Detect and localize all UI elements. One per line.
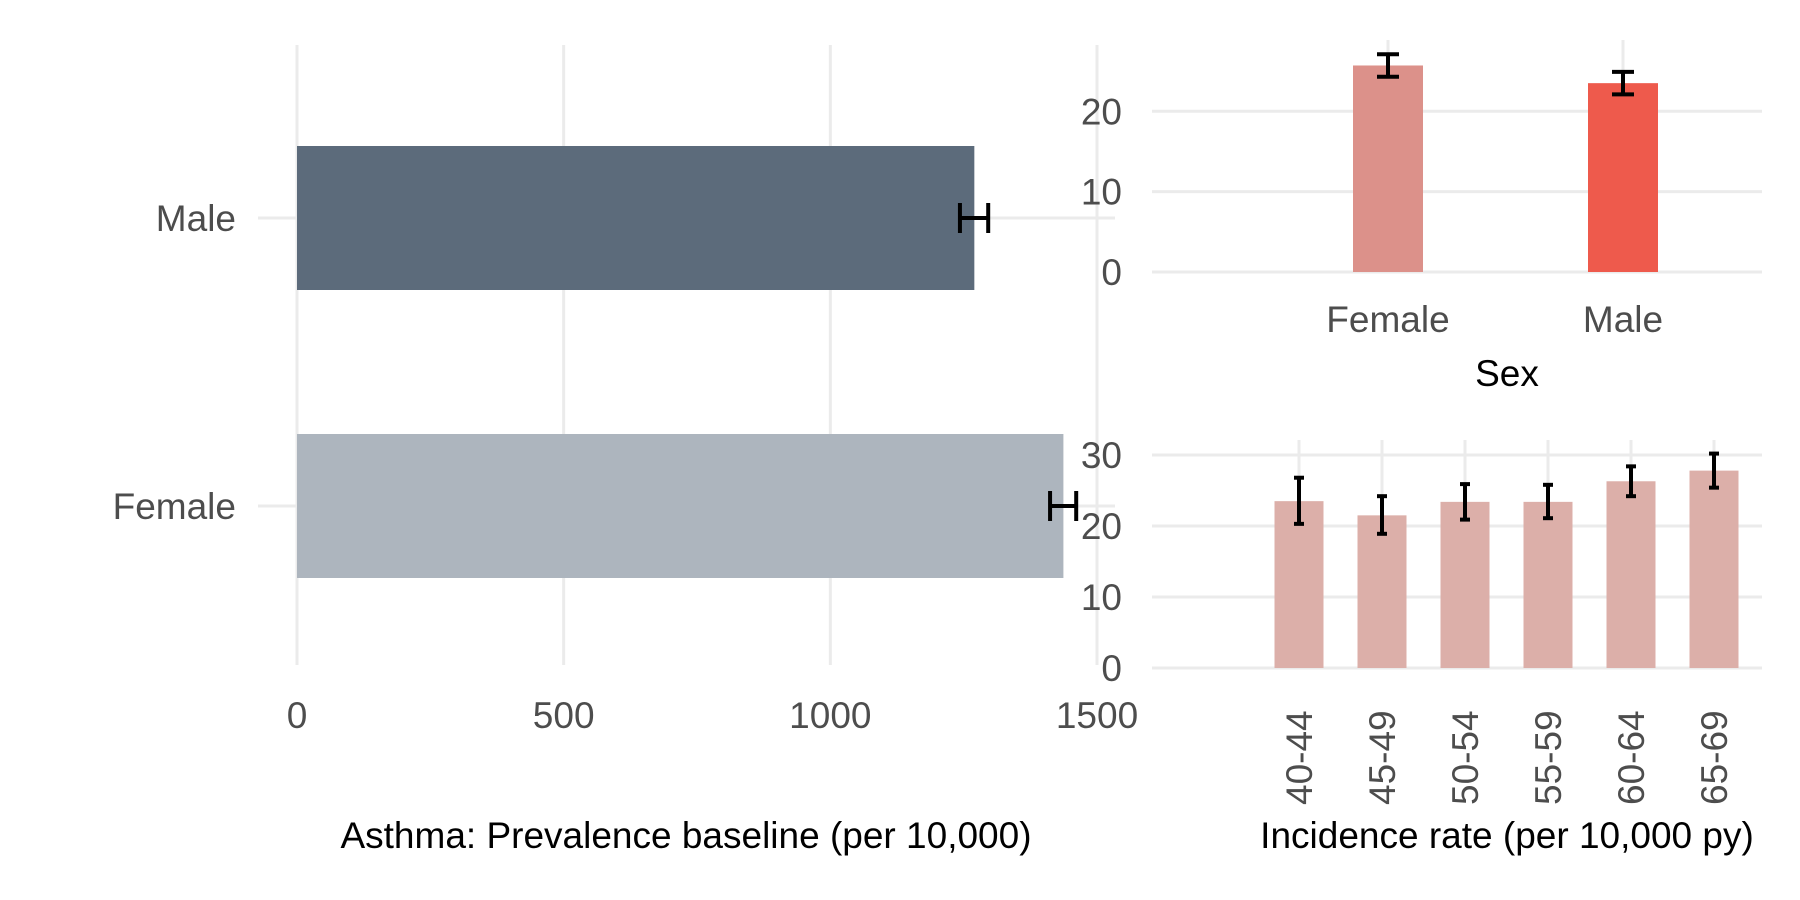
sex-incidence-bars xyxy=(1353,65,1658,273)
prevalence-bars xyxy=(297,146,1064,578)
sex-incidence-panel: 0 10 20 Female Male Sex xyxy=(1081,40,1762,394)
age-incidence-x-axis-title: Incidence rate (per 10,000 py) xyxy=(1260,815,1754,856)
sex-incidence-y-tick-label: 10 xyxy=(1081,172,1122,213)
age-incidence-bar xyxy=(1274,501,1324,668)
age-incidence-bar xyxy=(1357,515,1407,668)
prevalence-x-axis-title: Asthma: Prevalence baseline (per 10,000) xyxy=(340,815,1031,856)
prevalence-x-tick-label: 1000 xyxy=(789,695,871,736)
age-incidence-panel: 0 10 20 30 40-44 45-49 50-54 55-59 60-64 65-69 In… xyxy=(1081,435,1762,856)
age-incidence-bar xyxy=(1440,501,1490,668)
sex-incidence-x-axis-title: Sex xyxy=(1475,353,1539,394)
sex-incidence-x-tick-label: Male xyxy=(1583,299,1663,340)
prevalence-x-tick-label: 500 xyxy=(533,695,595,736)
sex-incidence-x-tick-label: Female xyxy=(1326,299,1449,340)
age-incidence-error-bars xyxy=(1294,451,1719,536)
age-incidence-x-tick-label: 60-64 xyxy=(1611,710,1652,805)
prevalence-x-tick-label: 0 xyxy=(287,695,308,736)
prevalence-error-bars xyxy=(957,203,1079,521)
age-incidence-bar xyxy=(1606,481,1656,668)
sex-incidence-y-tick-label: 0 xyxy=(1101,252,1122,293)
age-incidence-tick-labels: 0 10 20 30 40-44 45-49 50-54 55-59 60-64 65-69 xyxy=(1081,435,1735,805)
sex-incidence-error-bars xyxy=(1377,52,1634,97)
prevalence-y-tick-label: Female xyxy=(113,486,236,527)
age-incidence-y-tick-label: 0 xyxy=(1101,648,1122,689)
prevalence-bar xyxy=(297,434,1064,578)
age-incidence-x-tick-label: 65-69 xyxy=(1694,710,1735,805)
sex-incidence-bar xyxy=(1588,83,1658,273)
age-incidence-x-tick-label: 50-54 xyxy=(1445,710,1486,805)
age-incidence-bar xyxy=(1523,501,1573,668)
age-incidence-y-tick-label: 30 xyxy=(1081,435,1122,476)
prevalence-x-tick-label: 1500 xyxy=(1056,695,1138,736)
sex-incidence-bar xyxy=(1353,65,1423,272)
age-incidence-bars xyxy=(1274,470,1739,668)
age-incidence-bar xyxy=(1689,470,1739,668)
prevalence-bar xyxy=(297,146,975,290)
age-incidence-x-tick-label: 45-49 xyxy=(1362,710,1403,805)
sex-incidence-tick-labels: 0 10 20 Female Male xyxy=(1081,91,1663,340)
age-incidence-x-tick-label: 40-44 xyxy=(1279,710,1320,805)
sex-incidence-y-tick-label: 20 xyxy=(1081,91,1122,132)
prevalence-y-tick-label: Male xyxy=(156,198,236,239)
age-incidence-y-tick-label: 20 xyxy=(1081,506,1122,547)
age-incidence-y-tick-label: 10 xyxy=(1081,577,1122,618)
age-incidence-x-tick-label: 55-59 xyxy=(1528,710,1569,805)
